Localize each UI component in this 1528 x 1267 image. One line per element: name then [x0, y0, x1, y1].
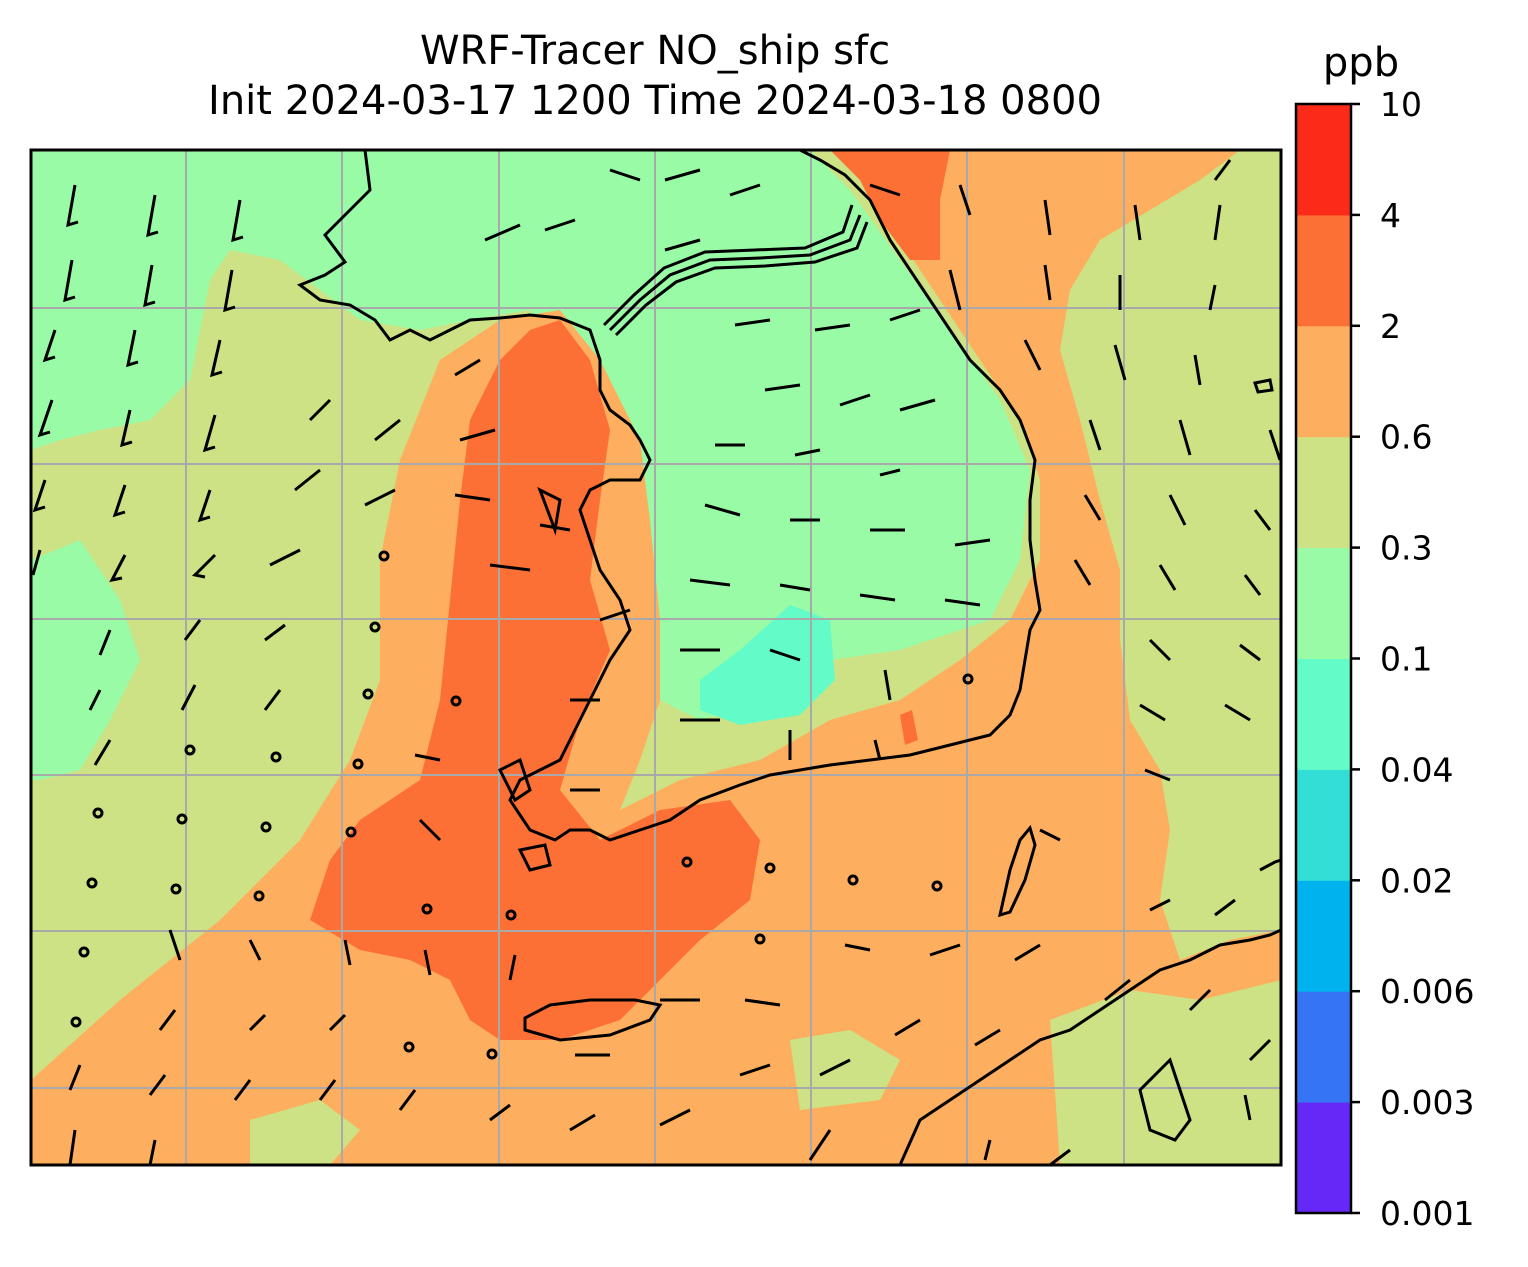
colorbar-segment — [1296, 104, 1351, 216]
colorbar-tick-label: 0.6 — [1380, 418, 1432, 457]
map-title: WRF-Tracer NO_ship sfc Init 2024-03-17 1… — [30, 26, 1280, 126]
field-2-4-spot — [900, 710, 918, 745]
colorbar-segment — [1296, 325, 1351, 438]
colorbar — [1296, 104, 1351, 1214]
colorbar-segment — [1296, 547, 1351, 659]
colorbar-ticks: 0.001 0.003 0.006 0.02 0.04 0.1 0.3 0.6 2 4 10 — [1351, 85, 1474, 1233]
colorbar-tick-label: 0.02 — [1380, 861, 1453, 900]
colorbar-segment — [1296, 880, 1351, 992]
colorbar-tick-label: 0.04 — [1380, 750, 1453, 789]
field-0.3-0.6-patch-s — [790, 1030, 900, 1110]
coastlines — [296, 150, 1281, 1165]
colorbar-segment — [1296, 1102, 1351, 1214]
colorbar-segment — [1296, 658, 1351, 770]
colorbar-tick-label: 0.001 — [1380, 1194, 1474, 1233]
colorbar-segment — [1296, 214, 1351, 327]
colorbar-unit-label: ppb — [1322, 40, 1400, 86]
colorbar-segment — [1296, 436, 1351, 549]
colorbar-tick-label: 0.006 — [1380, 972, 1474, 1011]
colorbar-segment — [1296, 991, 1351, 1103]
colorbar-tick-label: 10 — [1380, 85, 1422, 124]
title-line-1: WRF-Tracer NO_ship sfc — [419, 28, 891, 74]
colorbar-tick-label: 0.3 — [1380, 529, 1432, 568]
calm-wind-markers — [70, 550, 974, 1060]
colorbar-tick-label: 4 — [1380, 196, 1401, 235]
field-0.3-0.6-patch-se — [1050, 980, 1281, 1165]
field-0.1-0.3-west — [31, 540, 140, 780]
colorbar-segment — [1296, 769, 1351, 881]
field-2-4-main — [310, 320, 760, 1040]
wind-barbs — [31, 159, 1281, 1165]
colorbar-tick-label: 2 — [1380, 307, 1401, 346]
colorbar-tick-label: 0.1 — [1380, 640, 1432, 679]
field-0.04-0.1 — [700, 605, 835, 725]
field-0.3-0.6-patch-sw — [250, 1100, 360, 1165]
title-line-2: Init 2024-03-17 1200 Time 2024-03-18 080… — [208, 78, 1102, 124]
map-frame — [29, 148, 1283, 1167]
field-0.1-0.3-north — [31, 150, 1030, 720]
field-2-4-north — [830, 150, 950, 260]
colorbar-tick-label: 0.003 — [1380, 1083, 1474, 1122]
